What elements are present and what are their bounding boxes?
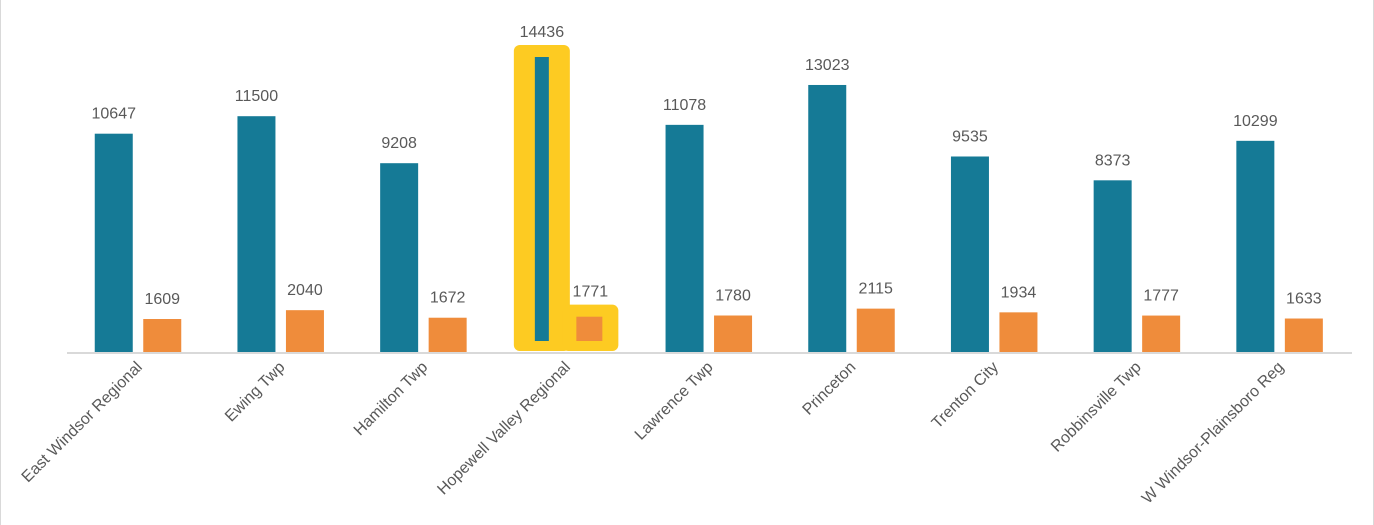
category-label: Trenton City: [929, 359, 1002, 432]
category-label: Princeton: [800, 359, 860, 419]
highlight-layer: [513, 45, 619, 351]
data-label: 1780: [715, 288, 751, 305]
data-label: 9208: [381, 135, 417, 152]
bar-series-2: [856, 308, 895, 352]
data-label: 2115: [859, 281, 894, 298]
data-label: 1934: [1001, 284, 1037, 301]
category-label: Hopewell Valley Regional: [434, 359, 573, 498]
data-label: 1771: [573, 284, 609, 301]
data-label: 10647: [92, 106, 137, 123]
category-label: Lawrence Twp: [632, 359, 717, 444]
bar-series-2: [1142, 315, 1181, 352]
data-label: 11500: [235, 88, 278, 105]
category-label: East Windsor Regional: [19, 359, 146, 486]
bar-series-1: [808, 84, 847, 352]
bar-series-1: [237, 116, 276, 352]
data-label: 11078: [663, 97, 706, 114]
bar-series-2: [428, 317, 467, 352]
bar-series-1: [950, 156, 989, 352]
bar-series-1: [1093, 180, 1132, 352]
data-label: 1777: [1143, 288, 1179, 305]
data-label: 1633: [1286, 291, 1322, 308]
category-label: Ewing Twp: [222, 359, 289, 426]
bar-series-1: [380, 163, 419, 352]
bar-series-2: [285, 310, 324, 352]
data-label: 8373: [1095, 152, 1131, 169]
bar-series-2: [999, 312, 1038, 352]
data-label: 1609: [144, 291, 180, 308]
bar-series-1: [94, 133, 133, 352]
bar-series-1: [665, 124, 704, 352]
data-label: 10299: [1233, 113, 1278, 130]
data-label: 9535: [952, 128, 988, 145]
bar-series-2: [1284, 318, 1323, 352]
bar-series-2: [576, 316, 603, 341]
bar-series-2: [714, 315, 753, 352]
bars-layer: [94, 57, 1323, 352]
category-label: Robbinsville Twp: [1048, 359, 1145, 456]
data-label: 14436: [520, 24, 565, 41]
data-label: 1672: [430, 290, 466, 307]
data-label: 13023: [805, 57, 850, 74]
category-label: W Windsor-Plainsboro Reg: [1139, 359, 1287, 507]
category-labels-layer: East Windsor Regional Ewing Twp Hamilton T…: [19, 359, 1288, 508]
bar-series-2: [143, 319, 182, 352]
category-label: Hamilton Twp: [351, 359, 431, 439]
data-labels-layer: 10647 1609 11500 2040 9208 1672 14436 1771 11078…: [92, 24, 1322, 308]
bar-series-1: [1236, 140, 1275, 352]
data-label: 2040: [287, 282, 323, 299]
bar-series-1: [534, 57, 549, 341]
